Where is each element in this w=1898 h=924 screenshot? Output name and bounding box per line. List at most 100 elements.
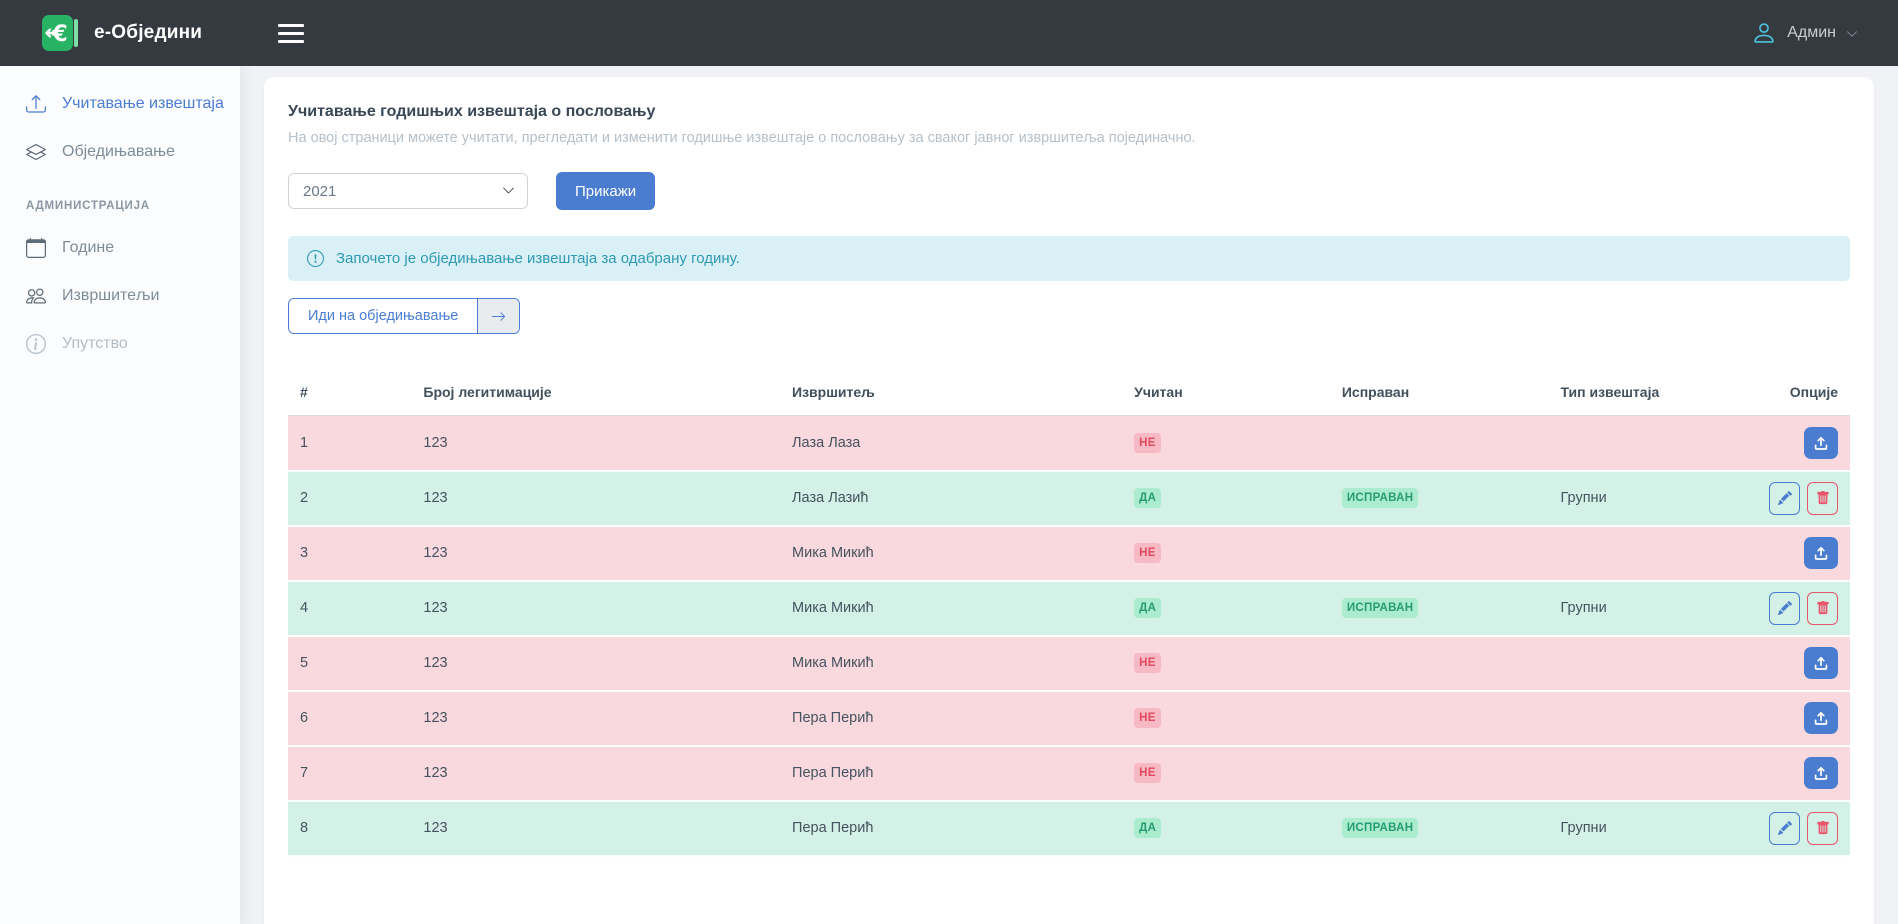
options-cell (1748, 690, 1850, 747)
valid-cell (1329, 690, 1549, 747)
options-cell (1748, 580, 1850, 637)
executor-name: Лаза Лаза (780, 415, 1123, 472)
pencil-icon (1777, 601, 1792, 615)
sidebar-item-years[interactable]: Године (0, 224, 240, 272)
show-button[interactable]: Прикажи (556, 172, 656, 210)
pencil-icon (1777, 491, 1792, 505)
valid-badge: ИСПРАВАН (1341, 488, 1419, 508)
license-number: 123 (411, 690, 781, 747)
svg-text:€: € (51, 22, 67, 47)
upload-report-button[interactable] (1804, 537, 1838, 569)
edit-report-button[interactable] (1769, 811, 1800, 845)
executor-name: Пера Перић (780, 800, 1123, 857)
person-icon (1751, 20, 1777, 46)
loaded-cell: НЕ (1122, 525, 1330, 582)
options-cell (1748, 635, 1850, 692)
col-header-loaded: Учитан (1122, 372, 1330, 416)
row-number: 7 (288, 745, 412, 802)
calendar-icon (26, 238, 46, 258)
valid-cell (1329, 525, 1549, 582)
delete-report-button[interactable] (1807, 481, 1838, 515)
options-cell (1748, 800, 1850, 857)
valid-cell: ИСПРАВАН (1329, 580, 1549, 637)
delete-report-button[interactable] (1807, 591, 1838, 625)
year-controls: 2021 Прикажи (288, 172, 1850, 210)
year-select[interactable]: 2021 (288, 173, 528, 209)
loaded-badge: НЕ (1134, 708, 1161, 728)
upload-icon (1814, 656, 1828, 670)
upload-icon (1814, 546, 1828, 560)
sidebar-item-instructions[interactable]: Упутство (0, 320, 240, 368)
report-type (1548, 745, 1749, 802)
sidebar-section-administration: АДМИНИСТРАЦИЈА (26, 200, 150, 212)
consolidation-alert: Започето је обједињавање извештаја за од… (288, 236, 1850, 281)
loaded-cell: НЕ (1122, 690, 1330, 747)
row-number: 1 (288, 415, 412, 472)
upload-report-button[interactable] (1804, 702, 1838, 734)
sidebar-item-label: Извршитељи (62, 287, 160, 304)
trash-icon (1816, 491, 1829, 505)
arrow-right-icon (477, 299, 520, 333)
user-menu[interactable]: Админ (1751, 20, 1858, 46)
report-type: Групни (1548, 800, 1749, 857)
executor-name: Пера Перић (780, 690, 1123, 747)
people-icon (26, 288, 46, 304)
upload-reports-card: Учитавање годишњих извештаја о пословању… (264, 77, 1874, 924)
loaded-cell: НЕ (1122, 415, 1330, 472)
table-row: 5 123 Мика Микић НЕ (288, 635, 1850, 692)
upload-report-button[interactable] (1804, 647, 1838, 679)
loaded-cell: НЕ (1122, 635, 1330, 692)
report-type: Групни (1548, 580, 1749, 637)
sidebar-item-executors[interactable]: Извршитељи (0, 272, 240, 320)
upload-report-button[interactable] (1804, 426, 1838, 459)
license-number: 123 (411, 470, 781, 527)
sidebar-item-label: Године (62, 239, 115, 256)
row-number: 4 (288, 580, 412, 637)
table-row: 2 123 Лаза Лазић ДА ИСПРАВАН Групни (288, 470, 1850, 527)
valid-badge: ИСПРАВАН (1341, 818, 1419, 838)
loaded-badge: ДА (1134, 818, 1162, 838)
app-brand[interactable]: € е-Обједини (40, 13, 202, 53)
loaded-badge: ДА (1134, 488, 1162, 508)
row-number: 3 (288, 525, 412, 582)
upload-icon (1814, 436, 1828, 450)
sidebar-item-upload-reports[interactable]: Учитавање извештаја (0, 80, 240, 128)
upload-report-button[interactable] (1804, 757, 1838, 789)
user-name: Админ (1787, 24, 1836, 41)
sidebar-item-consolidation[interactable]: Обједињавање (0, 128, 240, 176)
col-header-license: Број легитимације (411, 372, 781, 416)
valid-cell: ИСПРАВАН (1329, 470, 1549, 527)
loaded-badge: НЕ (1134, 653, 1161, 673)
valid-cell (1329, 415, 1549, 472)
report-type: Групни (1548, 470, 1749, 527)
valid-badge: ИСПРАВАН (1341, 598, 1419, 618)
edit-report-button[interactable] (1769, 481, 1800, 515)
reports-table-body: 1 123 Лаза Лаза НЕ 2 123 Лаза Лазић ДА ИСПРАВАН Г… (288, 415, 1850, 857)
pencil-icon (1777, 821, 1792, 835)
options-cell (1748, 415, 1850, 472)
valid-cell: ИСПРАВАН (1329, 800, 1549, 857)
delete-report-button[interactable] (1807, 811, 1838, 845)
table-header-row: # Број легитимације Извршитељ Учитан Исп… (288, 372, 1850, 416)
executor-name: Мика Микић (780, 635, 1123, 692)
app-logo-icon: € (42, 15, 78, 51)
sidebar-toggle-button[interactable] (272, 18, 310, 49)
top-navbar: € е-Обједини Админ (0, 0, 1898, 66)
upload-icon (1814, 766, 1828, 780)
edit-report-button[interactable] (1769, 591, 1800, 625)
license-number: 123 (411, 800, 781, 857)
layers-icon (26, 143, 46, 161)
options-cell (1748, 745, 1850, 802)
go-to-consolidation-button[interactable]: Иди на обједињавање (288, 298, 521, 334)
loaded-badge: НЕ (1134, 763, 1161, 783)
report-type (1548, 525, 1749, 582)
options-cell (1748, 470, 1850, 527)
loaded-badge: ДА (1134, 598, 1162, 618)
card-heading: Учитавање годишњих извештаја о пословању (288, 103, 656, 120)
report-type (1548, 415, 1749, 472)
valid-cell (1329, 635, 1549, 692)
license-number: 123 (411, 745, 781, 802)
card-description: На овој страници можете учитати, преглед… (288, 130, 1196, 146)
executor-name: Мика Микић (780, 580, 1123, 637)
table-row: 4 123 Мика Микић ДА ИСПРАВАН Групни (288, 580, 1850, 637)
